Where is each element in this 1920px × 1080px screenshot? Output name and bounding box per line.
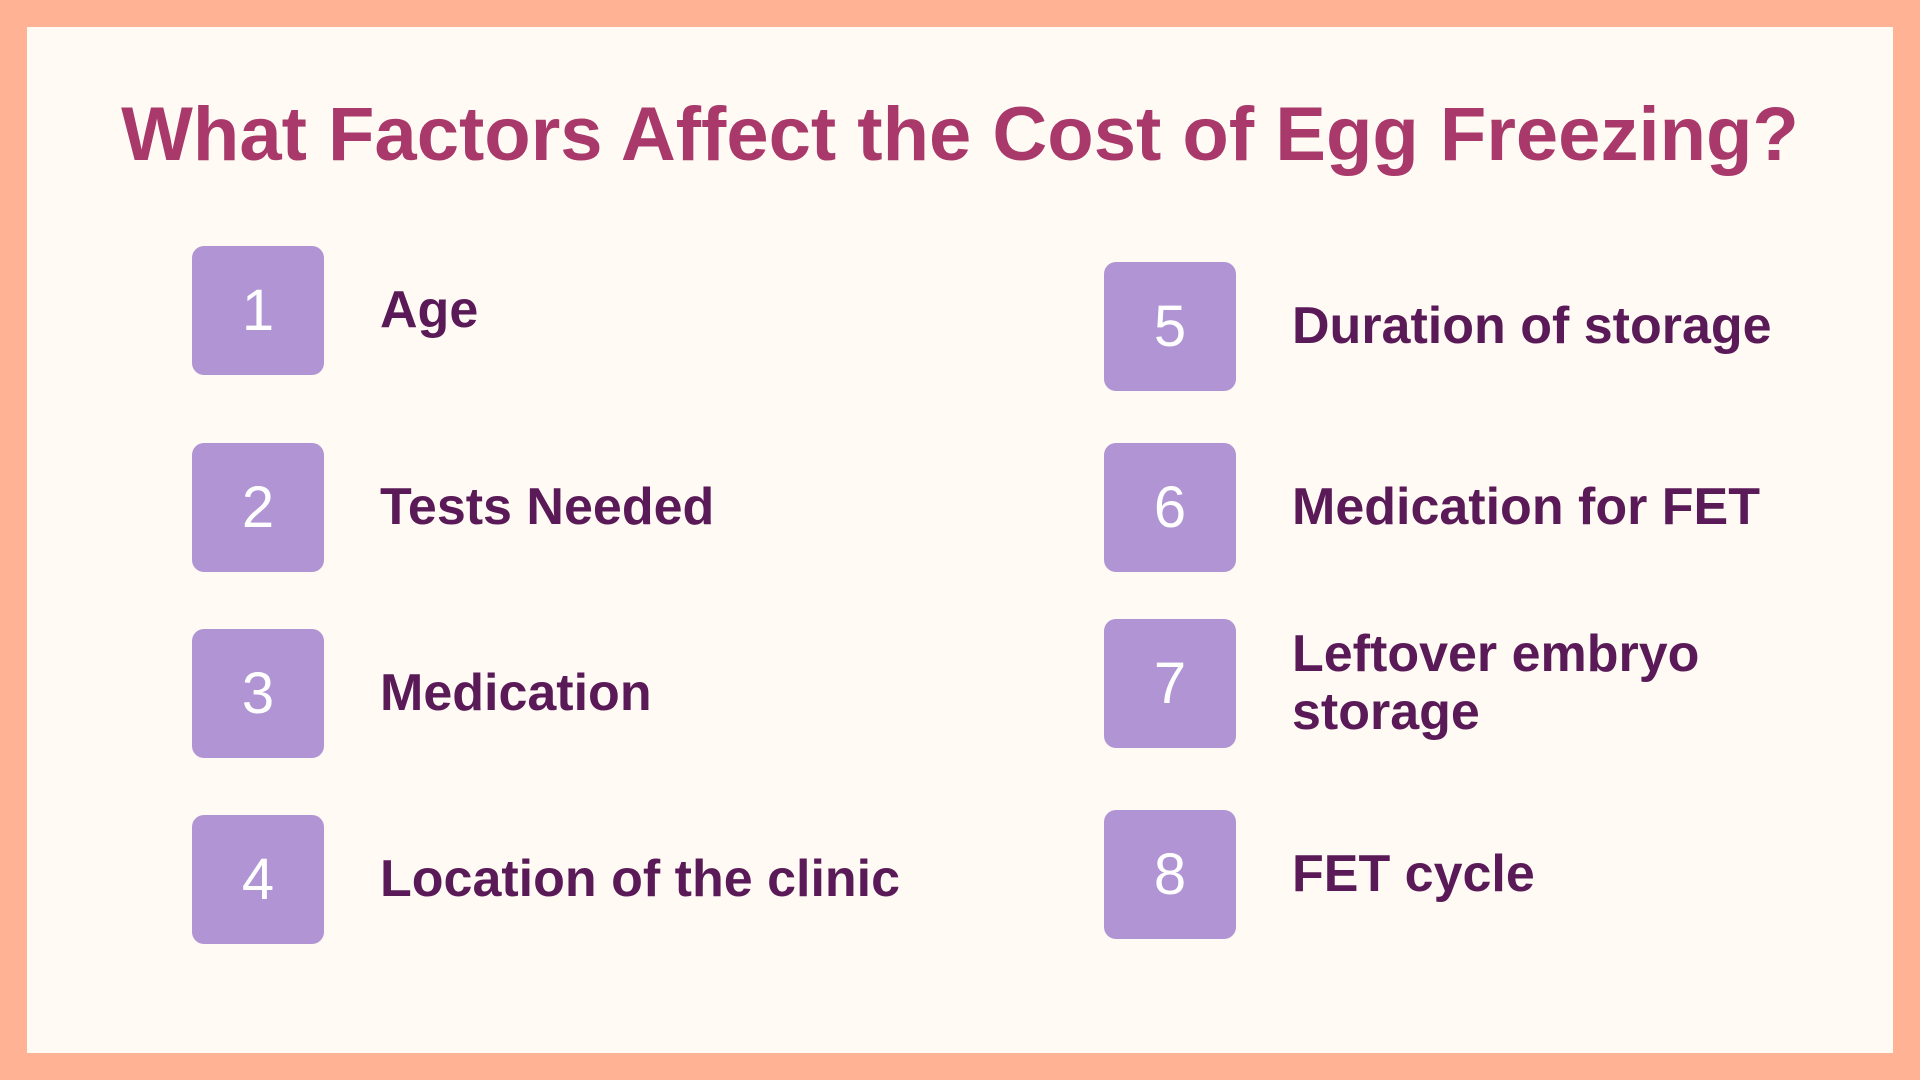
- number-badge: 5: [1104, 261, 1236, 391]
- factor-item: 6 Medication for FET: [1104, 442, 1892, 572]
- factor-label: Location of the clinic: [380, 850, 901, 908]
- factor-item: 2 Tests Needed: [192, 442, 980, 572]
- number-badge: 1: [192, 245, 324, 375]
- number-badge: 6: [1104, 442, 1236, 572]
- number-badge: 7: [1104, 618, 1236, 748]
- number-badge: 2: [192, 442, 324, 572]
- factor-label: Leftover embryo storage: [1292, 625, 1700, 741]
- factor-label: Tests Needed: [380, 478, 715, 536]
- factor-label: Medication for FET: [1292, 478, 1760, 536]
- factor-item: 7 Leftover embryo storage: [1104, 618, 1892, 748]
- title: What Factors Affect the Cost of Egg Free…: [121, 92, 1799, 177]
- number-badge: 8: [1104, 809, 1236, 939]
- factor-item: 3 Medication: [192, 628, 980, 758]
- factor-item: 4 Location of the clinic: [192, 814, 980, 944]
- factor-label: FET cycle: [1292, 845, 1535, 903]
- number-badge: 3: [192, 628, 324, 758]
- factor-label: Duration of storage: [1292, 297, 1772, 355]
- factor-item: 1 Age: [192, 245, 980, 375]
- factor-label: Age: [380, 281, 479, 339]
- factor-item: 8 FET cycle: [1104, 809, 1892, 939]
- factor-item: 5 Duration of storage: [1104, 261, 1892, 391]
- number-badge: 4: [192, 814, 324, 944]
- factor-label: Medication: [380, 664, 652, 722]
- panel: [27, 27, 1893, 1053]
